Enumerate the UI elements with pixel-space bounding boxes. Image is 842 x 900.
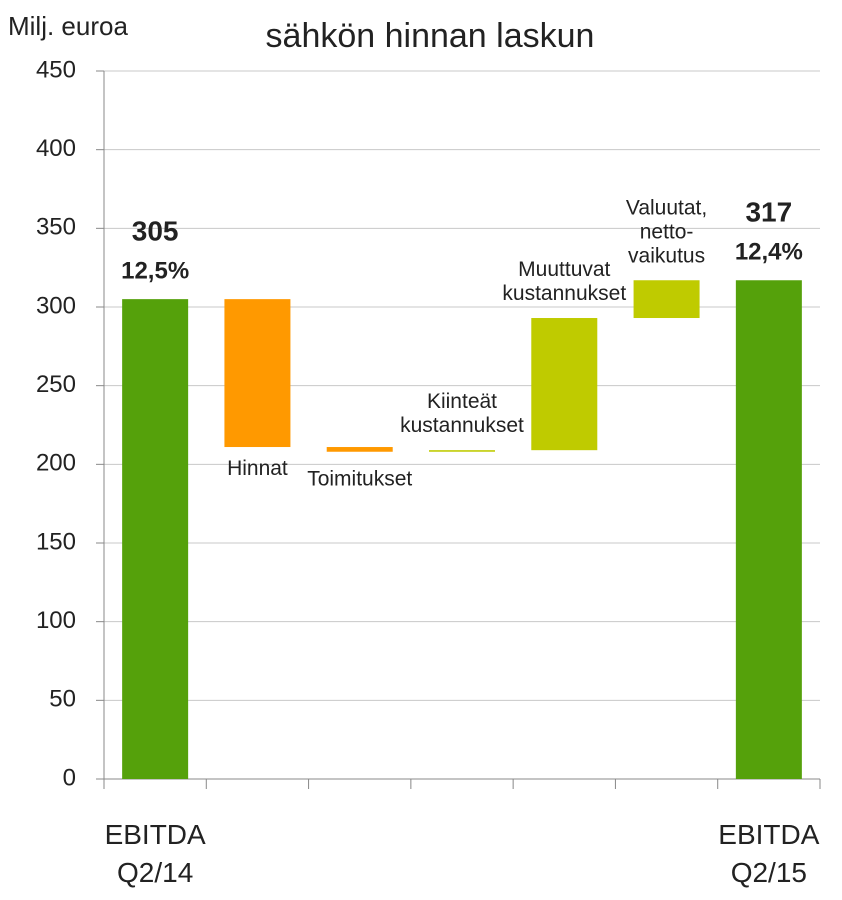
bar bbox=[633, 280, 700, 319]
y-tick-label: 50 bbox=[49, 686, 76, 713]
y-tick-label: 0 bbox=[63, 764, 76, 791]
category-label-line: Muuttuvat bbox=[518, 258, 610, 281]
category-label-line: kustannukset bbox=[502, 282, 626, 305]
bar bbox=[326, 447, 393, 452]
category-label: EBITDA Q2/14 bbox=[105, 819, 206, 888]
margin-label: 12,4% bbox=[735, 239, 803, 266]
bar bbox=[531, 318, 598, 451]
category-label-line: Hinnat bbox=[227, 457, 288, 480]
y-tick-label: 100 bbox=[36, 607, 76, 634]
bar bbox=[429, 450, 495, 452]
category-label-line: Q2/15 bbox=[731, 857, 807, 888]
margin-label: 12,5% bbox=[121, 257, 189, 284]
category-label-line: vaikutus bbox=[628, 244, 705, 267]
category-label-line: netto- bbox=[640, 220, 694, 243]
category-label-line: Valuutat, bbox=[626, 196, 707, 219]
category-label-line: EBITDA bbox=[105, 819, 206, 850]
category-label: EBITDA Q2/15 bbox=[718, 819, 819, 888]
y-tick-label: 200 bbox=[36, 450, 76, 477]
value-label: 305 bbox=[132, 216, 179, 247]
category-label: Toimitukset bbox=[307, 467, 412, 490]
category-label: Hinnat bbox=[227, 457, 288, 480]
category-label-line: EBITDA bbox=[718, 819, 819, 850]
y-tick-label: 450 bbox=[36, 56, 76, 83]
value-label: 317 bbox=[745, 197, 792, 228]
y-tick-label: 300 bbox=[36, 292, 76, 319]
category-label-line: Kiinteät bbox=[427, 390, 497, 413]
bar bbox=[122, 299, 189, 779]
y-tick-label: 250 bbox=[36, 371, 76, 398]
y-axis-label: Milj. euroa bbox=[8, 11, 128, 41]
y-tick-label: 150 bbox=[36, 528, 76, 555]
category-label-line: Q2/14 bbox=[117, 857, 193, 888]
y-tick-label: 350 bbox=[36, 214, 76, 241]
category-label-line: Toimitukset bbox=[307, 467, 412, 490]
y-tick-label: 400 bbox=[36, 135, 76, 162]
category-label: Valuutat, netto-vaikutus bbox=[626, 196, 707, 267]
bar bbox=[735, 280, 802, 779]
category-label: Kiinteät kustannukset bbox=[400, 390, 524, 437]
category-label-line: kustannukset bbox=[400, 414, 524, 437]
chart-title: sähkön hinnan laskun bbox=[266, 17, 595, 55]
bar bbox=[224, 299, 291, 448]
category-label: Muuttuvat kustannukset bbox=[502, 258, 626, 305]
